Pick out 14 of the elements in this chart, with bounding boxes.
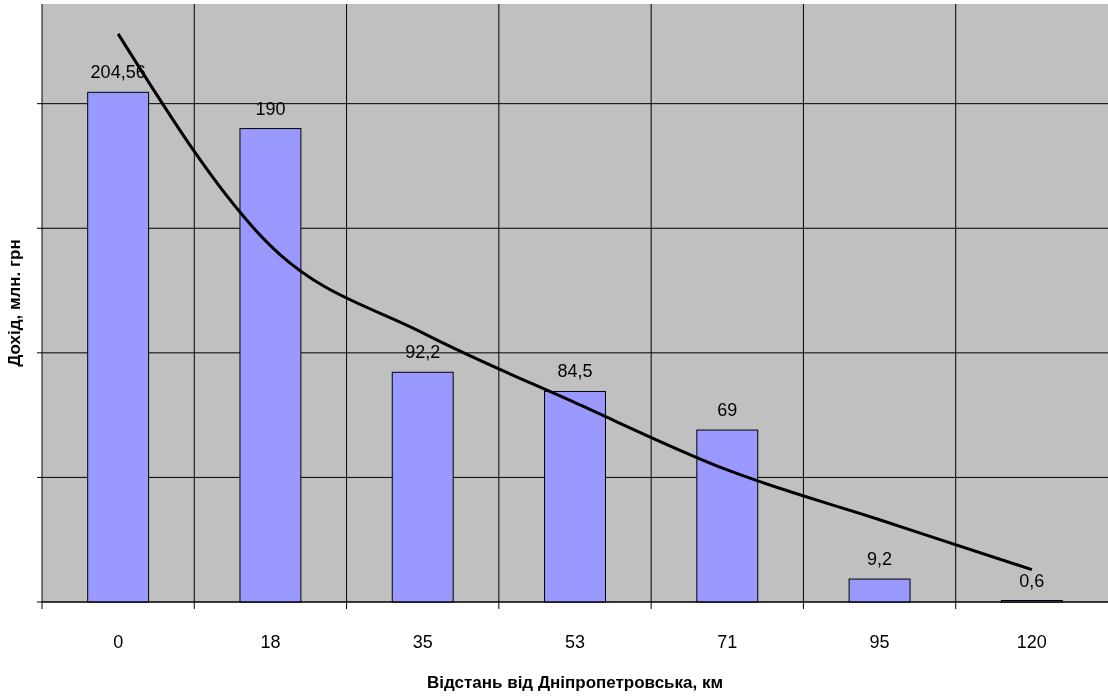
- x-tick-label: 18: [260, 632, 281, 652]
- data-label: 190: [255, 98, 286, 119]
- x-axis-title: Відстань від Дніпропетровська, км: [426, 673, 724, 692]
- x-tick-label: 120: [1016, 632, 1047, 652]
- x-tick-label: 0: [113, 632, 124, 652]
- data-label: 9,2: [867, 549, 893, 570]
- data-label: 84,5: [557, 361, 593, 382]
- data-label: 0,6: [1019, 570, 1045, 591]
- x-tick-label: 71: [717, 632, 738, 652]
- x-tick-label: 53: [564, 632, 586, 652]
- data-label: 69: [717, 400, 738, 421]
- x-tick-label: 95: [869, 632, 890, 652]
- y-axis-title: Дохід, млн. грн: [5, 239, 24, 367]
- x-tick-label: 35: [412, 632, 433, 652]
